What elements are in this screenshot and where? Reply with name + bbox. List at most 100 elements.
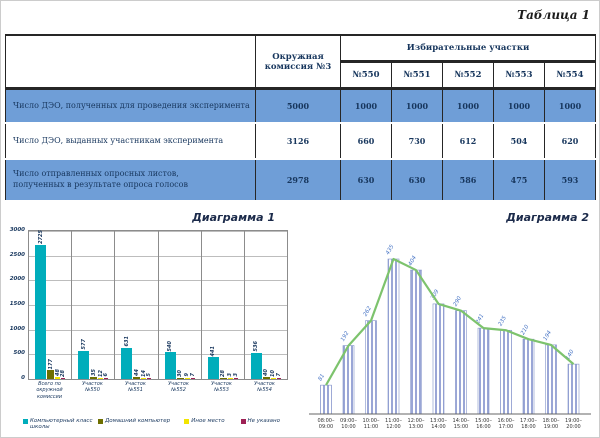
bar: 3 [233,373,239,379]
bar-value-label: 435 [385,243,396,256]
x-category-label: 12:00 [386,424,400,430]
bar-group: 577 35 12 6 [72,231,116,379]
bar-value-label: 235 [498,315,509,328]
x-category-label: 20:00 [566,424,580,430]
bar: 6 [103,373,109,379]
bar: 536 [250,341,262,379]
bar-group: 441 28 3 3 [202,231,245,379]
legend-item: Компьютерный класс школы [23,418,98,430]
x-category-label: Участок №553 [211,381,232,394]
bar: 35 [90,369,98,379]
x-category-label: Участок №550 [82,381,103,394]
precinct-value: 620 [543,122,597,160]
bar-value-label: 28 [220,369,227,377]
y-tick-label: 3000 [9,227,25,233]
x-category-label: 10:00 [341,424,355,430]
bar: 28 [60,370,66,379]
x-category-label: 15:00– [475,418,492,424]
chart1-plot-area: 2725 177 48 28 577 35 12 6 631 44 14 5 540 30 9 7 441 28 3… [5,226,297,402]
bar [320,384,332,415]
bar-value-label: 3 [232,373,239,377]
x-category-label: 18:00 [521,424,535,430]
bar [410,269,422,415]
legend-item: Домашний компьютер [98,418,184,430]
precinct-value: 504 [493,122,545,160]
x-category-label: Всего по окружной комиссии [36,381,63,400]
x-category-label: 12:00– [408,418,425,424]
chart1-title: Диаграмма 1 [192,211,275,224]
table-row: Число ДЭО, полученных для проведения экс… [5,87,597,124]
bar: 177 [47,359,55,379]
x-category-label: 19:00– [565,418,582,424]
legend-swatch [240,419,246,424]
y-tick-label: 1000 [9,325,25,332]
row-label: Число ДЭО, полученных для проведения экс… [5,87,256,124]
bar [342,345,355,415]
bar-value-label: 81 [318,373,327,382]
table-caption: Таблица 1 [517,8,590,22]
chart2-title: Диаграмма 2 [506,211,589,224]
bar-group: 2725 177 48 28 [29,230,73,379]
chart2-panel: Диаграмма 2 81 08:00– 09:00 192 09:00– 10:00 2… [303,205,597,438]
bar-value-label: 5 [146,373,153,377]
row-label: Число ДЭО, выданных участникам экспериме… [5,122,256,160]
bar-value-label: 441 [210,345,217,357]
y-tick-label: 2500 [9,251,25,258]
bar-value-label: 540 [167,340,174,352]
bar-value-label: 30 [177,369,184,377]
bar [387,258,400,415]
precinct-value: 1000 [442,87,494,124]
bar-value-label: 194 [543,329,554,342]
commission-value: 3126 [255,122,341,160]
bar-value-label: 577 [80,339,87,350]
bar: 540 [164,341,176,379]
precinct-value: 1000 [391,87,443,124]
x-category-label: 09:00 [319,424,333,430]
precinct-header: №551 [391,61,443,90]
legend-label: Компьютерный класс школы [30,418,93,430]
precinct-value: 630 [391,158,443,202]
y-tick-label: 0 [21,375,25,381]
x-category-label: 17:00– [520,418,537,424]
x-category-label: 10:00– [363,418,380,424]
precinct-header: №554 [543,61,597,90]
bar: 631 [121,336,133,379]
legend-swatch [184,419,190,424]
legend-item: Не указано [240,418,294,430]
chart2-plot-area: 8108:00–09:0019209:00–10:0026210:00–11:0… [309,243,591,430]
chart1-panel: Диаграмма 1 2725 177 48 28 577 35 12 6 631 44 14 5 5… [5,205,297,438]
x-category-label: 17:00 [499,424,513,430]
bar-value-label: 241 [475,313,485,325]
bar-value-label: 35 [90,369,97,377]
x-category-label: 16:00 [476,424,490,430]
x-category-label: Участок №551 [125,381,146,394]
precinct-value: 1000 [493,87,545,124]
bar-value-label: 44 [133,368,140,376]
bar: 5 [146,373,152,379]
bar [432,303,445,415]
bar: 30 [176,370,184,379]
y-tick-label: 1500 [9,301,25,307]
x-category-label: 11:00– [385,418,402,424]
bar [500,329,512,415]
x-category-label: 14:00– [453,418,470,424]
bar-value-label: 631 [123,336,130,347]
precinct-value: 630 [340,158,392,202]
precinct-value: 730 [391,122,443,160]
bar: 577 [78,339,90,379]
bar-group: 536 40 10 7 [245,231,287,379]
bar-value-label: 177 [47,358,54,370]
bar-value-label: 7 [189,373,196,377]
commission-value: 2978 [255,158,341,202]
bar-group: 631 44 14 5 [115,231,159,379]
x-category-label: Участок №554 [254,381,275,394]
x-category-label: 14:00 [431,424,445,430]
bar: 9 [184,373,190,379]
table-row: Число ДЭО, выданных участникам экспериме… [5,122,597,160]
bar [477,327,490,415]
precinct-header: №552 [442,61,494,90]
x-category-label: 19:00 [544,424,558,430]
precinct-value: 612 [442,122,494,160]
bar-value-label: 404 [408,255,419,268]
y-tick-label: 2000 [9,276,25,283]
